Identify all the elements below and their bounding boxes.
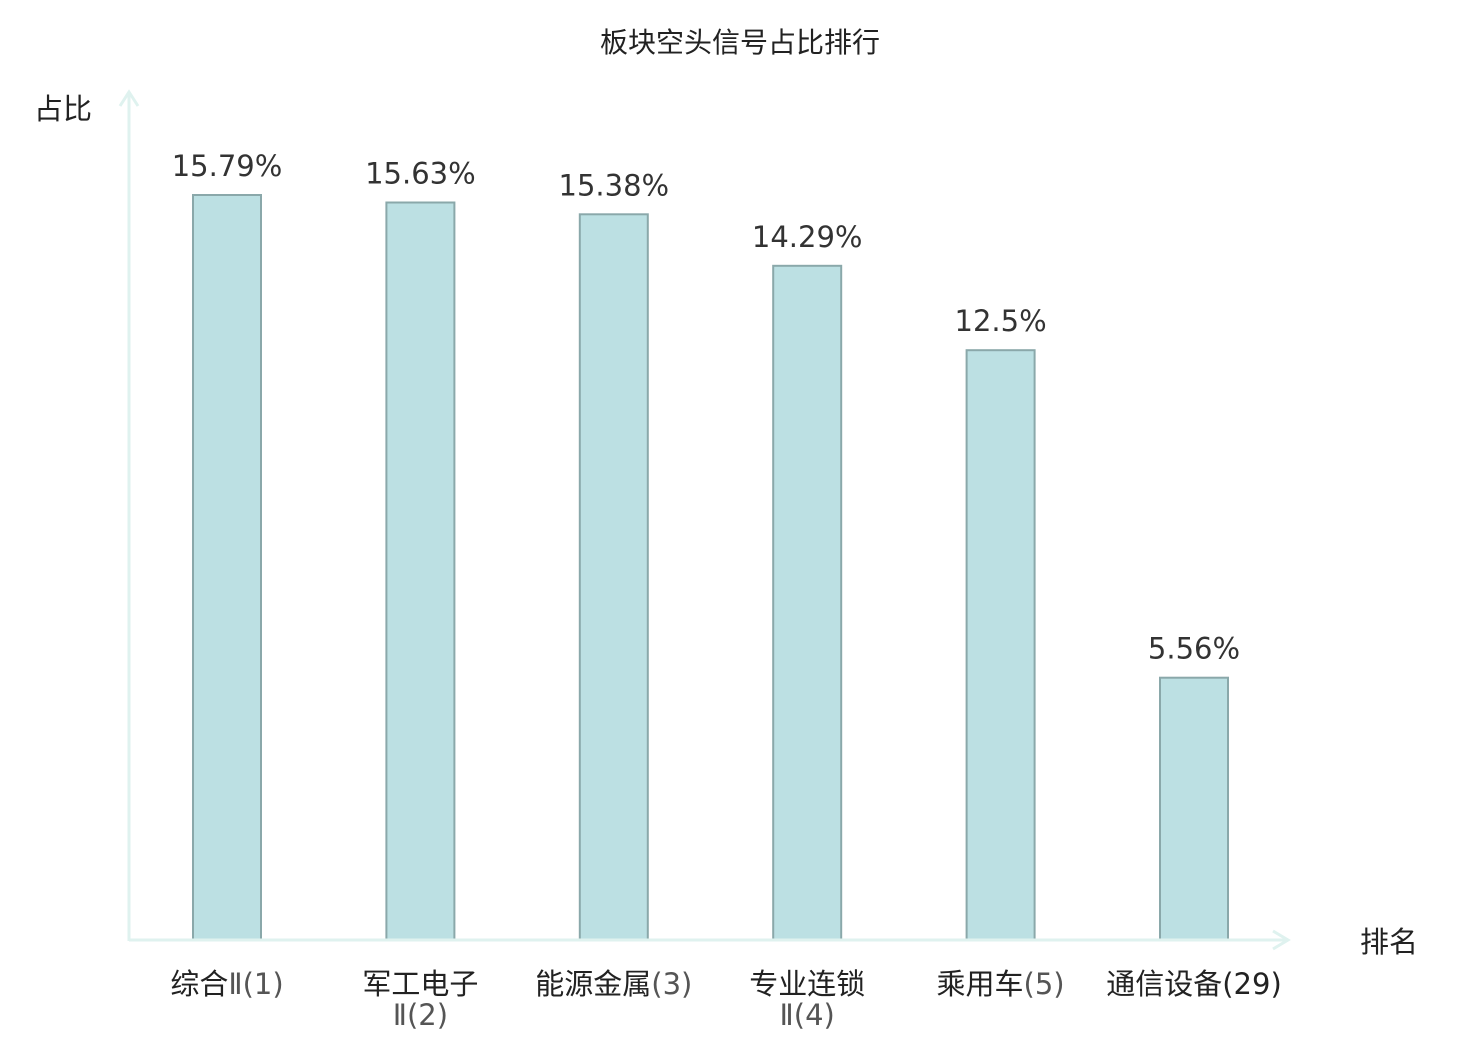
category-label: 乘用车(5) — [937, 967, 1065, 1001]
value-label: 15.63% — [365, 157, 476, 191]
y-axis-title: 占比 — [34, 92, 92, 126]
x-axis — [129, 929, 1291, 951]
x-axis-title: 排名 — [1360, 925, 1418, 959]
category-name: 通信设备 — [1106, 967, 1222, 1001]
bar — [578, 213, 649, 942]
bar — [965, 349, 1036, 941]
bars-layer — [192, 194, 1229, 942]
bar — [385, 201, 456, 941]
category-name: 乘用车 — [937, 967, 1024, 1001]
value-label: 14.29% — [752, 220, 863, 254]
value-label: 15.79% — [172, 149, 283, 183]
category-label: 军工电子 — [362, 967, 478, 1001]
x-axis-arrow — [1272, 929, 1291, 951]
y-axis-arrow — [118, 89, 140, 107]
category-rank: Ⅱ(1) — [228, 967, 283, 1001]
value-labels-layer: 15.79% 15.63% 15.38% 14.29% 12.5% 5.56% — [172, 149, 1240, 666]
bar — [1159, 676, 1229, 941]
value-label: 5.56% — [1148, 632, 1240, 666]
category-label: 能源金属(3) — [535, 967, 692, 1001]
chart-title: 板块空头信号占比排行 — [600, 26, 880, 59]
category-name: 专业连锁 — [749, 967, 865, 1001]
category-rank: (29) — [1222, 967, 1282, 1001]
bar — [772, 264, 843, 941]
category-name: 能源金属 — [535, 967, 651, 1001]
category-rank: Ⅱ(2) — [393, 998, 448, 1032]
category-rank: (5) — [1024, 967, 1065, 1001]
value-label: 15.38% — [559, 168, 670, 202]
value-label: 12.5% — [955, 304, 1047, 338]
category-rank: Ⅱ(4) — [780, 998, 835, 1032]
category-label: 通信设备(29) — [1106, 967, 1282, 1001]
y-axis — [118, 89, 140, 941]
category-rank: (3) — [651, 967, 692, 1001]
category-name: 综合 — [170, 967, 228, 1001]
category-label: 专业连锁 — [749, 967, 865, 1001]
category-name: 军工电子 — [362, 967, 478, 1001]
category-label: 综合Ⅱ(1) — [170, 967, 283, 1001]
bar — [192, 194, 262, 941]
